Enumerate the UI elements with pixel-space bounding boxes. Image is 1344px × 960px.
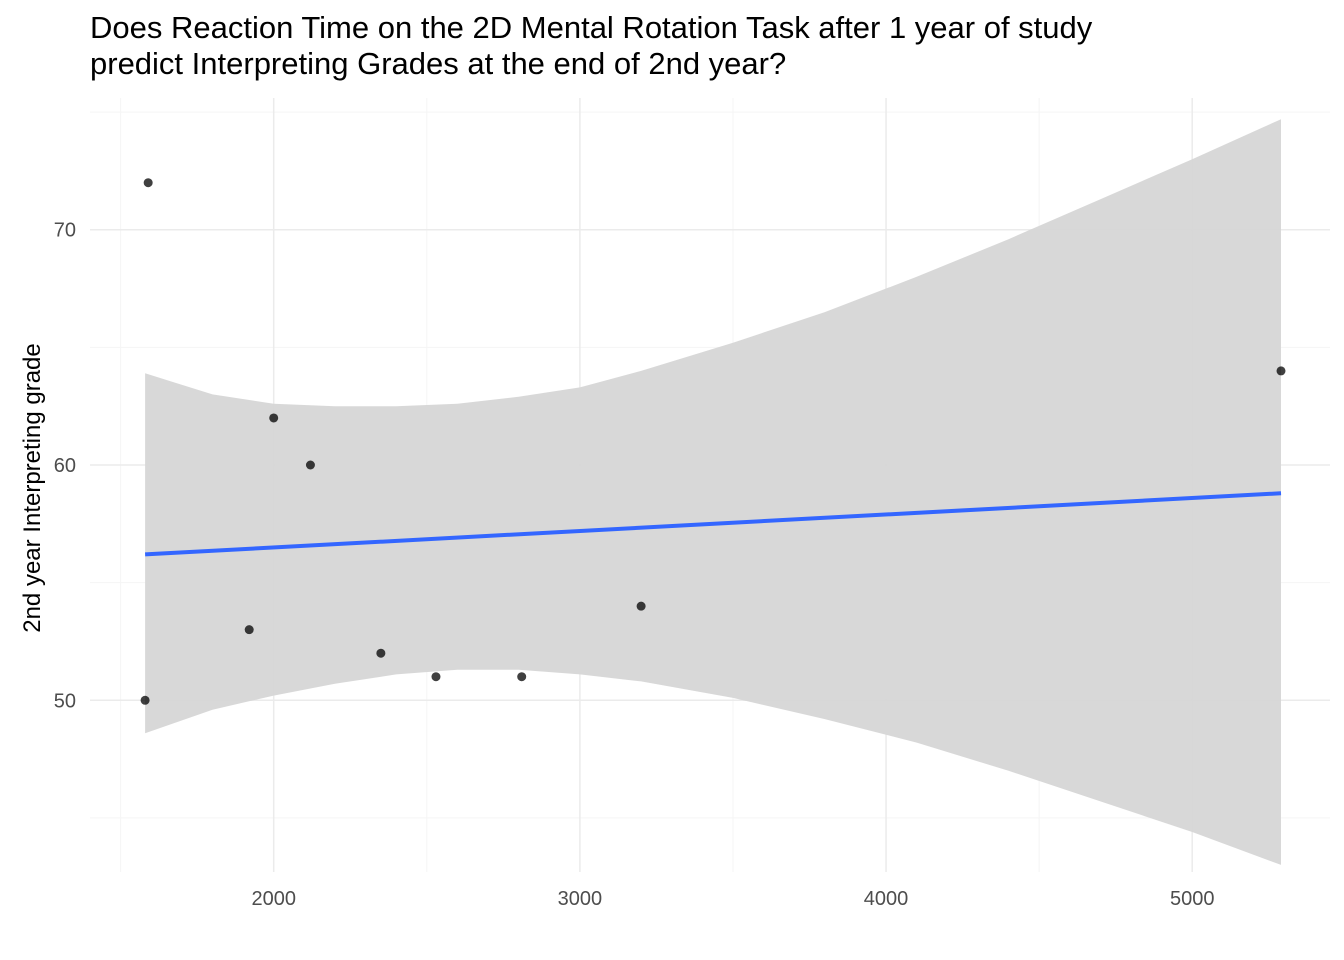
y-tick-label: 50 xyxy=(54,690,76,712)
y-tick-label: 60 xyxy=(54,455,76,477)
chart-title: Does Reaction Time on the 2D Mental Rota… xyxy=(90,10,1330,82)
regression-line xyxy=(145,491,1282,557)
data-point xyxy=(636,601,646,611)
data-point xyxy=(431,672,441,682)
x-axis-tick-labels: 2000 3000 4000 5000 xyxy=(251,888,1214,910)
confidence-band xyxy=(145,119,1282,865)
y-axis-tick-labels: 50 60 70 xyxy=(54,220,76,713)
chart-title-line-2: predict Interpreting Grades at the end o… xyxy=(90,46,787,81)
chart-title-line-1: Does Reaction Time on the 2D Mental Rota… xyxy=(90,10,1093,45)
data-point xyxy=(269,413,279,423)
data-point xyxy=(143,178,153,188)
data-points xyxy=(140,178,1286,705)
data-point xyxy=(1276,366,1286,376)
x-tick-label: 2000 xyxy=(251,888,296,910)
data-point xyxy=(517,672,527,682)
data-point xyxy=(376,648,386,658)
y-tick-label: 70 xyxy=(54,220,76,242)
x-tick-label: 5000 xyxy=(1170,888,1215,910)
data-point xyxy=(140,695,150,705)
y-axis-title: 2nd year Interpreting grade xyxy=(19,343,46,633)
data-point xyxy=(244,625,254,635)
data-point xyxy=(305,460,315,470)
x-tick-label: 3000 xyxy=(558,888,603,910)
x-tick-label: 4000 xyxy=(864,888,909,910)
